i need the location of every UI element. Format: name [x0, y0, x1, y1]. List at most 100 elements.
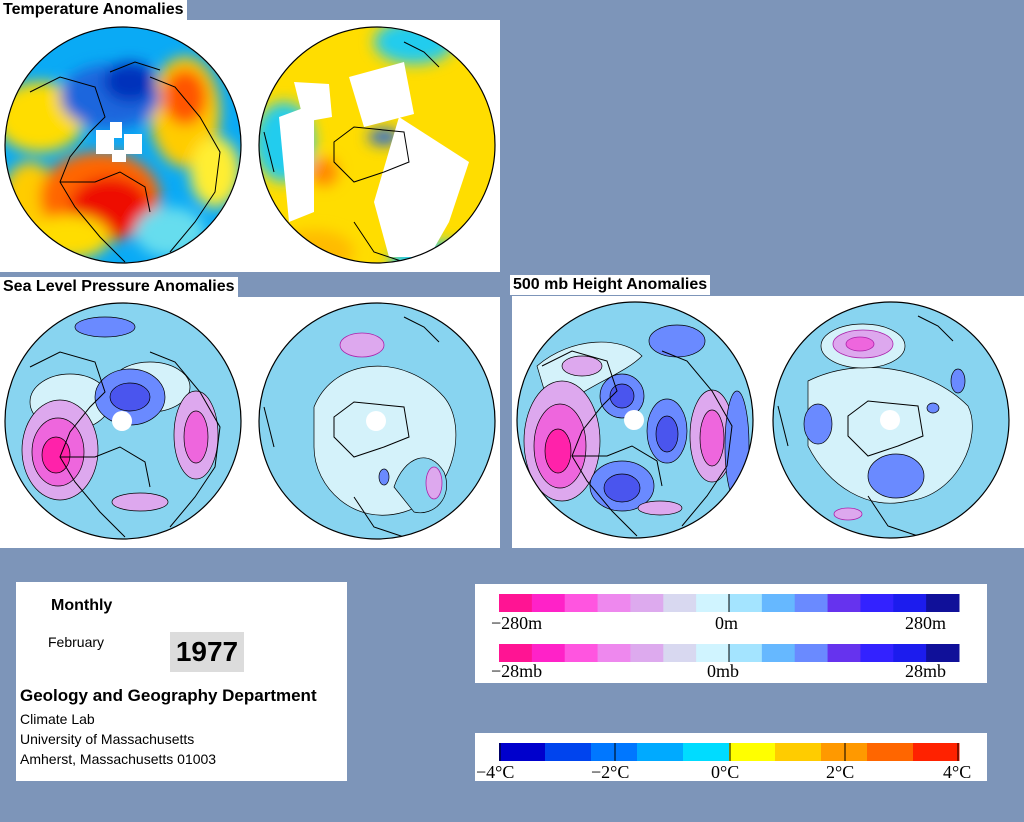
colorbar-swatch	[499, 644, 533, 662]
height-colorbar	[499, 594, 960, 612]
temperature-colorbar-swatch	[591, 743, 603, 761]
pressure-scale-max: 28mb	[905, 661, 947, 681]
temperature-colorbar-swatch	[637, 743, 649, 761]
colorbar-swatch	[663, 594, 697, 612]
pressure-scale-mid: 0mb	[707, 661, 740, 681]
colorbar-swatch	[761, 644, 796, 662]
temperature-scale-label-5: 4°C	[943, 762, 972, 782]
height-scale-mid: 0m	[715, 613, 739, 633]
temperature-colorbar-swatch	[694, 743, 707, 761]
temperature-colorbar-swatch	[602, 743, 615, 761]
temperature-panel	[0, 20, 500, 272]
temperature-colorbar-swatch	[671, 743, 684, 761]
temperature-colorbar-swatch	[522, 743, 534, 761]
height-pressure-legend: −280m 0m 280m −28mb 0mb 28mb	[475, 584, 987, 683]
colorbar-swatch	[827, 594, 861, 612]
temperature-colorbar-swatch	[924, 743, 937, 761]
month-label: February	[48, 634, 105, 650]
colorbar-swatch	[597, 594, 631, 612]
pressure-colorbar	[499, 644, 960, 662]
colorbar-swatch	[794, 594, 829, 612]
colorbar-swatch	[531, 644, 566, 662]
temperature-map-northern	[4, 26, 242, 264]
temperature-colorbar-swatch	[717, 743, 730, 761]
temperature-colorbar-swatch	[648, 743, 661, 761]
address-label: Amherst, Massachusetts 01003	[20, 751, 217, 767]
temperature-colorbar-swatch	[775, 743, 787, 761]
temperature-panel-title: Temperature Anomalies	[0, 0, 187, 20]
pressure-scale-min: −28mb	[491, 661, 543, 681]
department-label: Geology and Geography Department	[20, 686, 317, 705]
temperature-colorbar-swatch	[499, 743, 511, 761]
colorbar-swatch	[630, 644, 664, 662]
frequency-label: Monthly	[51, 597, 113, 614]
colorbar-swatch	[893, 594, 927, 612]
temperature-colorbar-swatch	[855, 743, 868, 761]
year-label: 1977	[170, 632, 244, 672]
temperature-colorbar-swatch	[890, 743, 902, 761]
temperature-colorbar-swatch	[568, 743, 580, 761]
temperature-colorbar-swatch	[913, 743, 925, 761]
temperature-scale-label-3: 0°C	[711, 762, 740, 782]
temperature-legend: −4°C −2°C 0°C 2°C 4°C	[475, 733, 987, 781]
temperature-colorbar-swatch	[625, 743, 638, 761]
temperature-colorbar-swatch	[740, 743, 753, 761]
height-scale-min: −280m	[491, 613, 543, 633]
slp-panel	[0, 297, 500, 548]
colorbar-swatch	[630, 594, 664, 612]
colorbar-swatch	[761, 594, 796, 612]
height-panel-title: 500 mb Height Anomalies	[510, 275, 711, 295]
temperature-colorbar-swatch	[510, 743, 523, 761]
temperature-colorbar-swatch	[752, 743, 764, 761]
colorbar-swatch	[597, 644, 631, 662]
colorbar-swatch	[860, 644, 894, 662]
temperature-colorbar-swatch	[947, 743, 960, 761]
temperature-colorbar-swatch	[763, 743, 776, 761]
colorbar-swatch	[564, 644, 599, 662]
temperature-colorbar-swatch	[729, 743, 741, 761]
temperature-colorbar-swatch	[556, 743, 569, 761]
temperature-colorbar-swatch	[706, 743, 718, 761]
temperature-scale-label-1: −4°C	[476, 762, 515, 782]
temperature-colorbar-swatch	[579, 743, 592, 761]
slp-map-southern	[258, 302, 496, 540]
temperature-colorbar-swatch	[867, 743, 879, 761]
height-panel	[512, 296, 1024, 548]
height-scale-max: 280m	[905, 613, 947, 633]
colorbar-swatch	[827, 644, 861, 662]
temperature-map-southern	[258, 26, 496, 264]
temperature-colorbar-swatch	[821, 743, 833, 761]
temperature-colorbar-swatch	[832, 743, 845, 761]
colorbar-swatch	[531, 594, 566, 612]
colorbar-swatch	[794, 644, 829, 662]
temperature-colorbar	[499, 743, 960, 761]
temperature-colorbar-swatch	[798, 743, 810, 761]
temperature-scale-label-2: −2°C	[591, 762, 630, 782]
colorbar-swatch	[499, 594, 533, 612]
temperature-colorbar-swatch	[545, 743, 557, 761]
colorbar-swatch	[564, 594, 599, 612]
colorbar-swatch	[663, 644, 697, 662]
temperature-colorbar-swatch	[901, 743, 914, 761]
colorbar-swatch	[729, 594, 763, 612]
colorbar-swatch	[729, 644, 763, 662]
temperature-colorbar-swatch	[809, 743, 822, 761]
colorbar-swatch	[696, 594, 730, 612]
temperature-colorbar-swatch	[786, 743, 799, 761]
colorbar-swatch	[926, 644, 960, 662]
temperature-colorbar-swatch	[614, 743, 626, 761]
slp-map-northern	[4, 302, 242, 540]
temperature-colorbar-swatch	[878, 743, 891, 761]
temperature-scale-label-4: 2°C	[826, 762, 855, 782]
temperature-colorbar-swatch	[683, 743, 695, 761]
temperature-colorbar-swatch	[844, 743, 856, 761]
height-map-southern	[772, 301, 1010, 539]
height-map-northern	[516, 301, 754, 539]
university-label: University of Massachusetts	[20, 731, 195, 747]
temperature-colorbar-swatch	[660, 743, 672, 761]
temperature-colorbar-swatch	[936, 743, 948, 761]
slp-panel-title: Sea Level Pressure Anomalies	[0, 277, 238, 297]
colorbar-swatch	[696, 644, 730, 662]
colorbar-swatch	[926, 594, 960, 612]
lab-label: Climate Lab	[20, 711, 95, 727]
